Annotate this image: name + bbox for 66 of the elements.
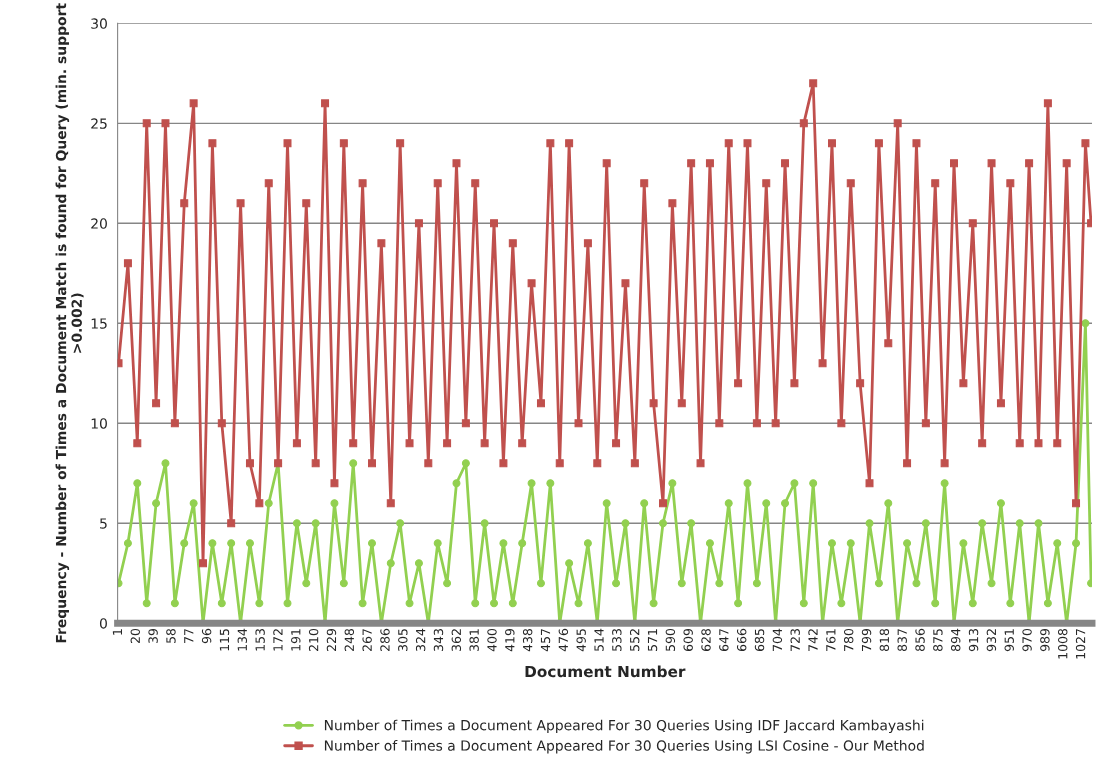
y-tick-label: 30 — [91, 18, 107, 29]
x-tick-label: 210 — [308, 628, 319, 651]
x-tick-label: 305 — [398, 629, 408, 651]
x-tick-label: 457 — [540, 629, 551, 652]
x-tick-label: 685 — [754, 629, 765, 652]
x-tick-label: 1 — [112, 629, 122, 635]
x-tick-label: 761 — [826, 629, 836, 651]
x-tick-label: 229 — [326, 628, 337, 651]
x-tick-label: 115 — [219, 629, 230, 651]
x-tick-label: 324 — [415, 628, 426, 651]
x-tick-label: 856 — [915, 628, 925, 652]
x-tick-label: 552 — [629, 629, 640, 651]
legend-label: Number of Times a Document Appeared For 30 Queries Using IDF Jaccard Kambayashi — [324, 719, 924, 734]
y-tick-label: 0 — [99, 618, 107, 629]
x-tick-label: 590 — [665, 628, 676, 651]
y-tick-label: 15 — [91, 318, 107, 329]
x-tick-label: 970 — [1022, 628, 1032, 652]
x-tick-label: 913 — [968, 629, 979, 652]
x-tick-label: 1008 — [1058, 628, 1068, 659]
x-tick-label: 153 — [255, 629, 265, 651]
x-tick-label: 704 — [772, 628, 783, 651]
x-tick-label: 381 — [469, 629, 479, 651]
y-tick-label: 25 — [91, 118, 107, 129]
legend-label: Number of Times a Document Appeared For 30 Queries Using LSI Cosine - Our Method — [324, 740, 924, 754]
y-axis-title: Frequency - Number of Times a Document Match is found for Query (min. support >0.002) — [55, 3, 84, 643]
x-tick-label: 438 — [522, 628, 533, 652]
x-tick-label: 932 — [986, 629, 997, 652]
y-tick-label: 20 — [91, 218, 107, 229]
x-tick-label: 666 — [736, 628, 747, 652]
x-tick-label: 191 — [291, 629, 301, 651]
x-tick-label: 837 — [897, 629, 907, 652]
x-tick-label: 514 — [594, 628, 604, 651]
x-tick-label: 20 — [130, 628, 140, 644]
x-tick-label: 58 — [166, 628, 176, 643]
x-tick-label: 799 — [861, 628, 872, 651]
x-tick-label: 96 — [201, 628, 212, 644]
x-tick-label: 77 — [184, 629, 194, 643]
x-tick-label: 419 — [505, 628, 515, 652]
x-tick-label: 400 — [487, 628, 497, 652]
x-tick-label: 742 — [808, 629, 818, 651]
x-tick-label: 343 — [433, 629, 444, 651]
x-tick-label: 894 — [950, 628, 961, 652]
x-tick-label: 875 — [933, 629, 943, 652]
x-tick-label: 172 — [273, 629, 283, 651]
x-tick-label: 248 — [344, 628, 355, 651]
x-axis-title: Document Number — [525, 665, 686, 678]
x-tick-label: 647 — [719, 629, 729, 652]
x-tick-label: 818 — [879, 628, 890, 652]
y-tick-label: 5 — [100, 518, 107, 529]
x-tick-label: 571 — [647, 629, 658, 651]
x-tick-label: 134 — [237, 628, 248, 651]
x-tick-label: 495 — [576, 629, 586, 652]
x-tick-label: 1027 — [1075, 629, 1086, 659]
x-tick-label: 723 — [790, 629, 800, 651]
x-tick-label: 780 — [843, 628, 854, 651]
x-tick-label: 951 — [1004, 629, 1014, 652]
x-tick-label: 267 — [362, 629, 372, 651]
x-tick-label: 286 — [380, 628, 390, 651]
x-tick-label: 628 — [701, 628, 711, 652]
x-tick-label: 39 — [148, 628, 158, 644]
x-tick-label: 609 — [683, 628, 693, 652]
y-tick-label: 10 — [91, 418, 107, 429]
x-tick-label: 533 — [612, 629, 622, 651]
x-tick-label: 476 — [558, 628, 569, 652]
x-tick-label: 362 — [451, 629, 462, 651]
x-tick-label: 989 — [1040, 628, 1050, 652]
